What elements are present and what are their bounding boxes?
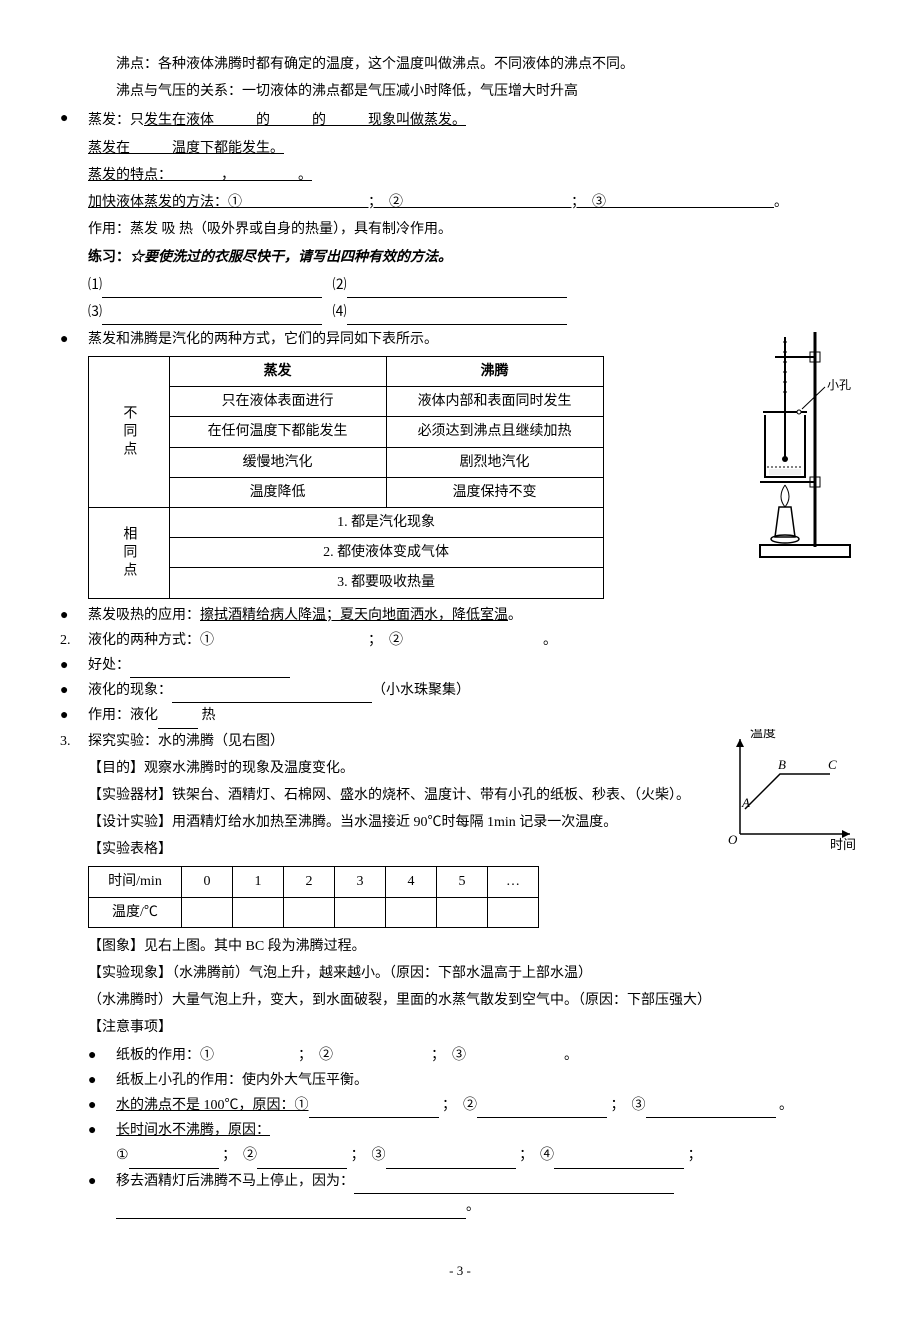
bullet-icon: ● xyxy=(88,1068,116,1093)
evap-app-row: ● 蒸发吸热的应用：擦拭酒精给病人降温；夏天向地面洒水，降低室温。 xyxy=(60,603,860,628)
bullet-icon: ● xyxy=(60,703,88,728)
evap-effect-line: 作用：蒸发 吸 热（吸外界或自身的热量），具有制冷作用。 xyxy=(88,217,860,242)
exp-graph-line: 【图象】见右上图。其中 BC 段为沸腾过程。 xyxy=(60,934,860,959)
exp-notes-label: 【注意事项】 xyxy=(60,1015,860,1040)
bullet-icon: ● xyxy=(60,603,88,628)
note-board-use: ● 纸板的作用：① ； ② ； ③ 。 xyxy=(60,1043,860,1068)
evap-feature-line: 蒸发的特点： ， 。 xyxy=(88,163,860,188)
note-not100: ● 水的沸点不是 100℃，原因：① ； ② ； ③ 。 xyxy=(60,1093,860,1118)
data-table: 时间/min 0 1 2 3 4 5 … 温度/℃ xyxy=(88,866,539,927)
temp-header: 温度/℃ xyxy=(89,897,182,927)
comparison-table: 不同点 蒸发 沸腾 只在液体表面进行液体内部和表面同时发生 在任何温度下都能发生… xyxy=(88,356,604,599)
liquefy-phenom-row: ● 液化的现象：（小水珠聚集） xyxy=(60,678,860,703)
svg-text:温度: 温度 xyxy=(750,729,776,740)
liquefy-benefit-row: ● 好处： xyxy=(60,653,860,678)
exercise-line: 练习：☆要使洗过的衣服尽快干，请写出四种有效的方法。 xyxy=(88,244,860,270)
liquefy-effect-row: ● 作用：液化 热 xyxy=(60,703,860,728)
liquefy-methods-row: 2. 液化的两种方式：① ； ② 。 xyxy=(60,628,860,653)
boil-def-line: 沸点：各种液体沸腾时都有确定的温度，这个温度叫做沸点。不同液体的沸点不同。 xyxy=(60,52,860,77)
temperature-graph: 温度 时间 O A B C xyxy=(720,729,860,859)
page-number: - 3 - xyxy=(60,1259,860,1282)
hole-label: 小孔 xyxy=(827,378,851,392)
same-header: 相同点 xyxy=(89,508,170,599)
exp-phenom-before: 【实验现象】（水沸腾前）气泡上升，越来越小。（原因：下部水温高于上部水温） xyxy=(60,961,860,986)
evap-speedup-line: 加快液体蒸发的方法：① ； ② ； ③ 。 xyxy=(88,190,860,215)
bullet-icon: ● xyxy=(60,653,88,678)
boil-header: 沸腾 xyxy=(386,357,603,387)
evap-bullet-row: ● 蒸发：只发生在液体 的 的 现象叫做蒸发。 蒸发在 温度下都能发生。 蒸发的… xyxy=(60,106,860,327)
table-intro-text: 蒸发和沸腾是汽化的两种方式，它们的异同如下表所示。 xyxy=(88,327,745,352)
table-intro-row: ● 蒸发和沸腾是汽化的两种方式，它们的异同如下表所示。 xyxy=(60,327,745,352)
exp-phenom-during: （水沸腾时）大量气泡上升，变大，到水面破裂，里面的水蒸气散发到空气中。（原因：下… xyxy=(60,988,860,1013)
note-noboil: ● 长时间水不沸腾，原因： ① ； ② ； ③ ； ④ ； xyxy=(60,1118,860,1168)
bullet-icon: ● xyxy=(88,1093,116,1118)
bullet-icon: ● xyxy=(88,1118,116,1168)
svg-text:B: B xyxy=(778,757,786,772)
time-header: 时间/min xyxy=(89,867,182,897)
apparatus-diagram: 小孔 xyxy=(755,327,860,562)
svg-text:C: C xyxy=(828,757,837,772)
diff-header: 不同点 xyxy=(89,357,170,508)
bullet-icon: ● xyxy=(88,1043,116,1068)
svg-text:时间: 时间 xyxy=(830,837,856,852)
evap-header: 蒸发 xyxy=(169,357,386,387)
experiment-title-row: 3. 探究实验：水的沸腾（见右图） xyxy=(60,729,710,754)
bullet-icon: ● xyxy=(60,106,88,327)
bullet-icon: ● xyxy=(60,327,88,352)
note-hole-use: ● 纸板上小孔的作用：使内外大气压平衡。 xyxy=(60,1068,860,1093)
exercise-blanks-2: ⑶ ⑷ xyxy=(88,300,860,325)
bullet-icon: ● xyxy=(60,678,88,703)
svg-text:A: A xyxy=(741,795,750,810)
boil-pressure-line: 沸点与气压的关系：一切液体的沸点都是气压减小时降低，气压增大时升高 xyxy=(60,79,860,104)
svg-text:O: O xyxy=(728,832,738,847)
bullet-icon: ● xyxy=(88,1169,116,1219)
exercise-blanks-1: ⑴ ⑵ xyxy=(88,273,860,298)
num-3: 3. xyxy=(60,729,88,754)
evap-def-line: 蒸发：只发生在液体 的 的 现象叫做蒸发。 xyxy=(88,108,860,133)
note-remove-lamp: ● 移去酒精灯后沸腾不马上停止，因为： 。 xyxy=(60,1169,860,1219)
evap-anytemp-line: 蒸发在 温度下都能发生。 xyxy=(88,136,860,161)
num-2: 2. xyxy=(60,628,88,653)
